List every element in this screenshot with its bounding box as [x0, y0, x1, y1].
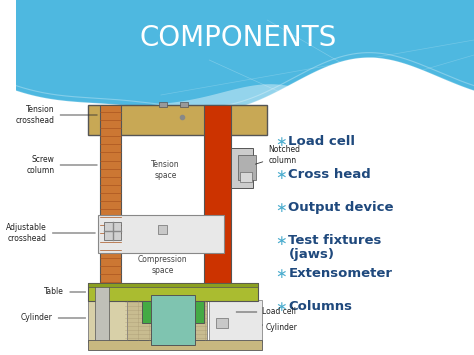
Text: ∗: ∗	[275, 201, 287, 215]
Text: Screw
column: Screw column	[27, 155, 97, 175]
Bar	[125, 300, 207, 340]
Text: ∗: ∗	[275, 234, 287, 248]
Text: ∗: ∗	[275, 168, 287, 182]
Bar	[240, 172, 252, 182]
Bar	[158, 225, 167, 234]
Bar	[151, 295, 195, 345]
Bar	[89, 283, 257, 301]
Bar	[216, 318, 228, 328]
Text: ∗: ∗	[275, 135, 287, 149]
Bar	[89, 283, 257, 287]
Bar	[98, 215, 224, 253]
Text: Notched
column: Notched column	[255, 145, 300, 165]
Text: Load cell: Load cell	[289, 135, 356, 148]
Text: Output device: Output device	[289, 201, 394, 214]
Text: Test fixtures: Test fixtures	[289, 234, 382, 247]
Bar	[142, 301, 204, 323]
Bar	[121, 253, 204, 283]
Bar	[121, 135, 204, 215]
Text: Columns: Columns	[289, 300, 353, 313]
Text: COMPONENTS: COMPONENTS	[139, 24, 337, 52]
Text: Load cell: Load cell	[236, 307, 296, 317]
Bar	[104, 222, 121, 240]
Text: ∗: ∗	[275, 267, 287, 281]
Text: Tension
space: Tension space	[151, 160, 180, 180]
Bar	[89, 105, 267, 135]
Bar	[89, 300, 127, 342]
Text: Adjustable
crosshead: Adjustable crosshead	[6, 223, 95, 243]
Bar	[209, 300, 263, 342]
Polygon shape	[16, 84, 474, 355]
Bar	[231, 148, 253, 188]
Text: Cylinder: Cylinder	[21, 313, 86, 322]
Bar	[95, 285, 109, 340]
Bar	[180, 102, 188, 107]
Text: Cylinder: Cylinder	[263, 323, 297, 333]
Text: Compression
space: Compression space	[138, 255, 188, 275]
Text: Extensometer: Extensometer	[289, 267, 392, 280]
Text: Table: Table	[45, 288, 86, 296]
Bar	[159, 102, 167, 107]
Text: (jaws): (jaws)	[289, 248, 335, 261]
Text: Cross head: Cross head	[289, 168, 371, 181]
Text: ∗: ∗	[275, 300, 287, 314]
Text: Tension
crosshead: Tension crosshead	[16, 105, 97, 125]
Polygon shape	[16, 58, 474, 355]
Bar	[89, 340, 263, 350]
Bar	[204, 105, 231, 300]
Bar	[238, 155, 255, 180]
Bar	[100, 105, 121, 290]
